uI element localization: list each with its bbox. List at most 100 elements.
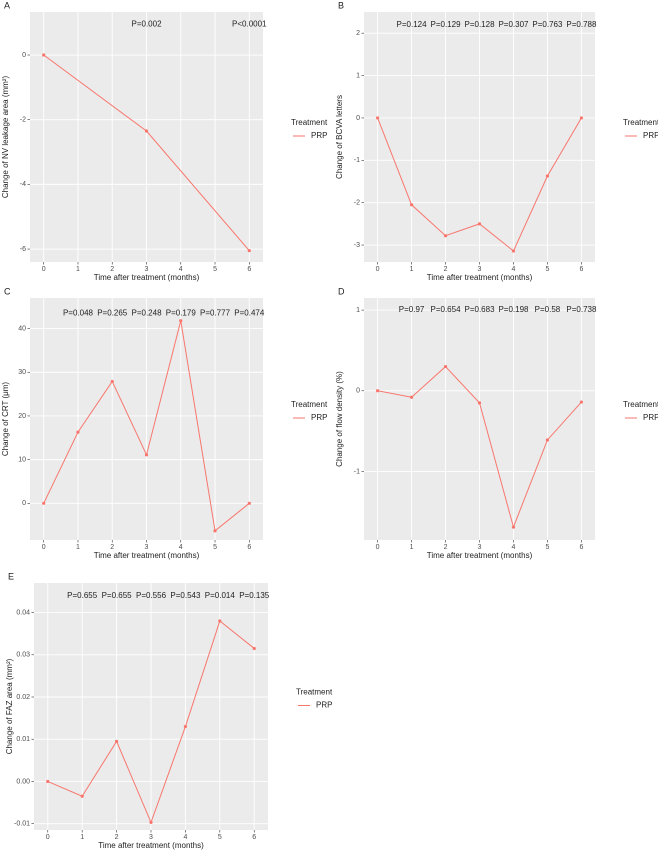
- x-tick-label: 1: [76, 266, 80, 273]
- legend-title: Treatment: [623, 400, 658, 409]
- y-tick-label: 0.00: [16, 778, 30, 785]
- p-value-annotation: P=0.002: [131, 19, 162, 28]
- point: [375, 389, 380, 393]
- point: [477, 222, 482, 226]
- p-value-annotation: P=0.58: [535, 305, 561, 314]
- legend-title: Treatment: [291, 118, 328, 127]
- x-tick-label: 3: [145, 266, 149, 273]
- point: [76, 430, 80, 434]
- legend-label: PRP: [643, 131, 658, 140]
- point: [179, 319, 183, 323]
- x-tick-label: 1: [76, 544, 80, 551]
- p-value-annotation: P=0.655: [102, 591, 133, 600]
- point: [443, 364, 448, 369]
- panel: 0 1 2 3 4 5 6 -1 0 1 P=0.97 P=0.654 P=0.683 P=0.198 P=…: [335, 286, 658, 560]
- y-tick-label: 20: [18, 413, 26, 420]
- x-tick-label: 6: [247, 544, 251, 551]
- y-tick-label: 0: [356, 388, 360, 395]
- x-tick-label: 6: [579, 544, 583, 551]
- point: [579, 400, 584, 404]
- x-tick-label: 1: [80, 834, 84, 841]
- x-tick-label: 0: [376, 544, 380, 551]
- p-value-annotation: P=0.128: [464, 20, 495, 29]
- p-value-annotation: P=0.198: [498, 305, 529, 314]
- y-axis-title: Change of NV leakage area (mm²): [1, 76, 10, 199]
- point: [42, 501, 46, 505]
- point: [409, 395, 414, 399]
- x-tick-label: 0: [42, 266, 46, 273]
- point: [183, 724, 188, 729]
- point: [149, 820, 153, 825]
- y-tick-label: -0.01: [14, 821, 30, 828]
- point: [80, 794, 84, 798]
- y-axis-title: Change of FAZ area (mm²): [5, 658, 14, 754]
- x-tick-label: 5: [213, 544, 217, 551]
- point: [511, 525, 516, 529]
- y-tick-label: 30: [18, 369, 26, 376]
- y-tick-label: 1: [356, 307, 360, 314]
- point: [443, 234, 448, 238]
- x-tick-label: 3: [145, 544, 149, 551]
- y-tick-label: 0.01: [16, 736, 30, 743]
- point: [247, 249, 251, 253]
- point: [409, 203, 414, 207]
- y-axis-title: Change of BCVA letters: [335, 95, 344, 179]
- y-tick-label: 1: [356, 72, 360, 79]
- point: [375, 116, 380, 120]
- x-tick-label: 2: [444, 266, 448, 273]
- x-tick-label: 1: [410, 544, 414, 551]
- p-value-annotation: P=0.97: [399, 305, 425, 314]
- point: [42, 53, 46, 57]
- p-value-annotation: P=0.655: [67, 591, 98, 600]
- p-value-annotation: P=0.129: [431, 20, 462, 29]
- panel-label: B: [338, 0, 344, 10]
- legend-label: PRP: [311, 131, 327, 140]
- x-tick-label: 2: [444, 544, 448, 551]
- point: [114, 739, 119, 743]
- point: [511, 249, 516, 253]
- y-tick-label: 10: [18, 456, 26, 463]
- panel: 0 1 2 3 4 5 6-0.010.000.010.020.030.04P=0.655 P…: [5, 571, 333, 850]
- x-tick-label: 5: [218, 834, 222, 841]
- y-tick-label: -4: [20, 181, 26, 188]
- y-tick-label: -2: [354, 200, 360, 207]
- panel-label: C: [4, 286, 11, 296]
- y-tick-label: 40: [18, 325, 26, 332]
- x-tick-label: 2: [110, 266, 114, 273]
- p-value-annotation: P=0.307: [498, 20, 529, 29]
- p-value-annotation: P=0.048: [63, 308, 94, 317]
- y-axis-title: Change of flow density (%): [335, 371, 344, 467]
- point: [477, 401, 482, 405]
- y-tick-label: -1: [354, 157, 360, 164]
- point: [144, 453, 149, 457]
- x-tick-label: 3: [149, 834, 153, 841]
- p-value-annotation: P=0.763: [532, 20, 563, 29]
- x-tick-label: 4: [512, 544, 516, 551]
- point: [218, 619, 222, 623]
- point: [252, 646, 256, 651]
- x-axis-title: Time after treatment (months): [427, 551, 533, 560]
- point: [545, 174, 550, 178]
- x-tick-label: 6: [247, 266, 251, 273]
- legend-title: Treatment: [623, 118, 658, 127]
- x-axis-title: Time after treatment (months): [427, 273, 533, 282]
- legend-label: PRP: [311, 413, 327, 422]
- p-value-annotation: P=0.248: [131, 308, 162, 317]
- x-tick-label: 1: [410, 266, 414, 273]
- point: [144, 129, 149, 133]
- x-tick-label: 4: [512, 266, 516, 273]
- p-value-annotation: P=0.124: [397, 20, 428, 29]
- panel-label: D: [338, 286, 345, 296]
- p-value-annotation: P=0.788: [566, 20, 597, 29]
- x-tick-label: 4: [183, 834, 187, 841]
- y-tick-label: 0.04: [16, 609, 30, 616]
- p-value-annotation: P=0.179: [166, 308, 197, 317]
- x-tick-label: 2: [110, 544, 114, 551]
- p-value-annotation: P=0.738: [566, 305, 597, 314]
- x-tick-label: 6: [579, 266, 583, 273]
- x-tick-label: 3: [478, 544, 482, 551]
- p-value-annotation: P=0.014: [205, 591, 236, 600]
- p-value-annotation: P=0.265: [97, 308, 128, 317]
- panel-label: A: [4, 0, 10, 10]
